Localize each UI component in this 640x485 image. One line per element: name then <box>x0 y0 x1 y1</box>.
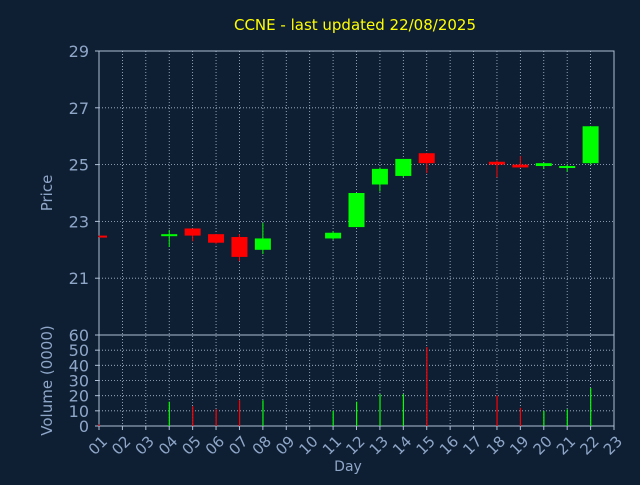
volume-bar <box>402 394 405 426</box>
day-tick-label: 08 <box>249 432 275 458</box>
day-tick-label: 06 <box>202 432 228 458</box>
price-tick-label: 23 <box>69 212 89 231</box>
volume-bar <box>426 347 428 426</box>
day-tick-label: 16 <box>436 432 462 458</box>
day-tick-label: 13 <box>366 432 392 458</box>
day-tick-label: 18 <box>483 432 509 458</box>
day-tick-label: 05 <box>178 432 204 458</box>
price-tick-label: 29 <box>69 42 89 61</box>
candle-body <box>231 237 248 257</box>
candle-body <box>254 238 271 250</box>
candle-body <box>395 158 412 176</box>
volume-tick-label: 30 <box>69 372 89 391</box>
chart-title: CCNE - last updated 22/08/2025 <box>234 16 476 34</box>
volume-bar <box>215 409 217 426</box>
volume-bar <box>192 406 194 426</box>
volume-tick-label: 50 <box>69 341 89 360</box>
day-tick-label: 17 <box>459 432 485 458</box>
candle-body <box>184 228 201 236</box>
volume-bar <box>496 395 498 426</box>
volume-bar <box>543 410 545 426</box>
day-tick-label: 20 <box>530 432 556 458</box>
day-tick-label: 22 <box>576 432 602 458</box>
candle-body <box>418 153 435 164</box>
volume-bar <box>519 407 522 426</box>
volume-bar <box>590 388 592 426</box>
day-tick-label: 23 <box>600 432 626 458</box>
volume-axis-label: Volume (0000) <box>38 325 56 435</box>
volume-tick-label: 40 <box>69 356 89 375</box>
price-tick-label: 25 <box>69 156 89 175</box>
day-tick-label: 04 <box>155 432 181 458</box>
day-tick-label: 01 <box>85 432 111 458</box>
candle-body <box>582 126 599 164</box>
plot-layer: 2123252729010203040506001020304050607080… <box>69 42 626 459</box>
volume-bar <box>566 409 568 426</box>
day-tick-label: 12 <box>342 432 368 458</box>
day-tick-label: 02 <box>108 432 134 458</box>
candle-body <box>208 234 225 243</box>
candle-body <box>99 235 107 238</box>
candle-body <box>559 166 576 169</box>
day-tick-label: 09 <box>272 432 298 458</box>
volume-bar <box>98 424 100 426</box>
day-tick-label: 03 <box>132 432 158 458</box>
candle-body <box>488 161 505 165</box>
day-tick-label: 15 <box>413 432 439 458</box>
volume-tick-label: 60 <box>69 326 89 345</box>
candle-body <box>348 193 365 228</box>
day-tick-label: 11 <box>319 432 345 458</box>
volume-tick-label: 20 <box>69 387 89 406</box>
volume-bar <box>238 400 241 426</box>
candle-body <box>371 168 388 185</box>
day-tick-label: 07 <box>225 432 251 458</box>
day-tick-label: 14 <box>389 432 415 458</box>
price-tick-label: 21 <box>69 269 89 288</box>
volume-bar <box>332 410 334 426</box>
candle-body <box>512 164 529 168</box>
day-axis-label: Day <box>334 459 362 475</box>
candle-body <box>535 163 552 167</box>
day-tick-label: 21 <box>553 432 579 458</box>
day-tick-label: 10 <box>296 432 322 458</box>
price-axis-label: Price <box>38 175 56 212</box>
volume-bar <box>379 394 381 426</box>
volume-bar <box>262 400 264 426</box>
candle-body <box>325 232 342 239</box>
volume-tick-label: 0 <box>79 417 89 436</box>
volume-bar <box>168 401 170 426</box>
price-tick-label: 27 <box>69 99 89 118</box>
volume-tick-label: 10 <box>69 402 89 421</box>
volume-bar <box>356 401 358 426</box>
candle-body <box>161 234 178 237</box>
day-tick-label: 19 <box>506 432 532 458</box>
